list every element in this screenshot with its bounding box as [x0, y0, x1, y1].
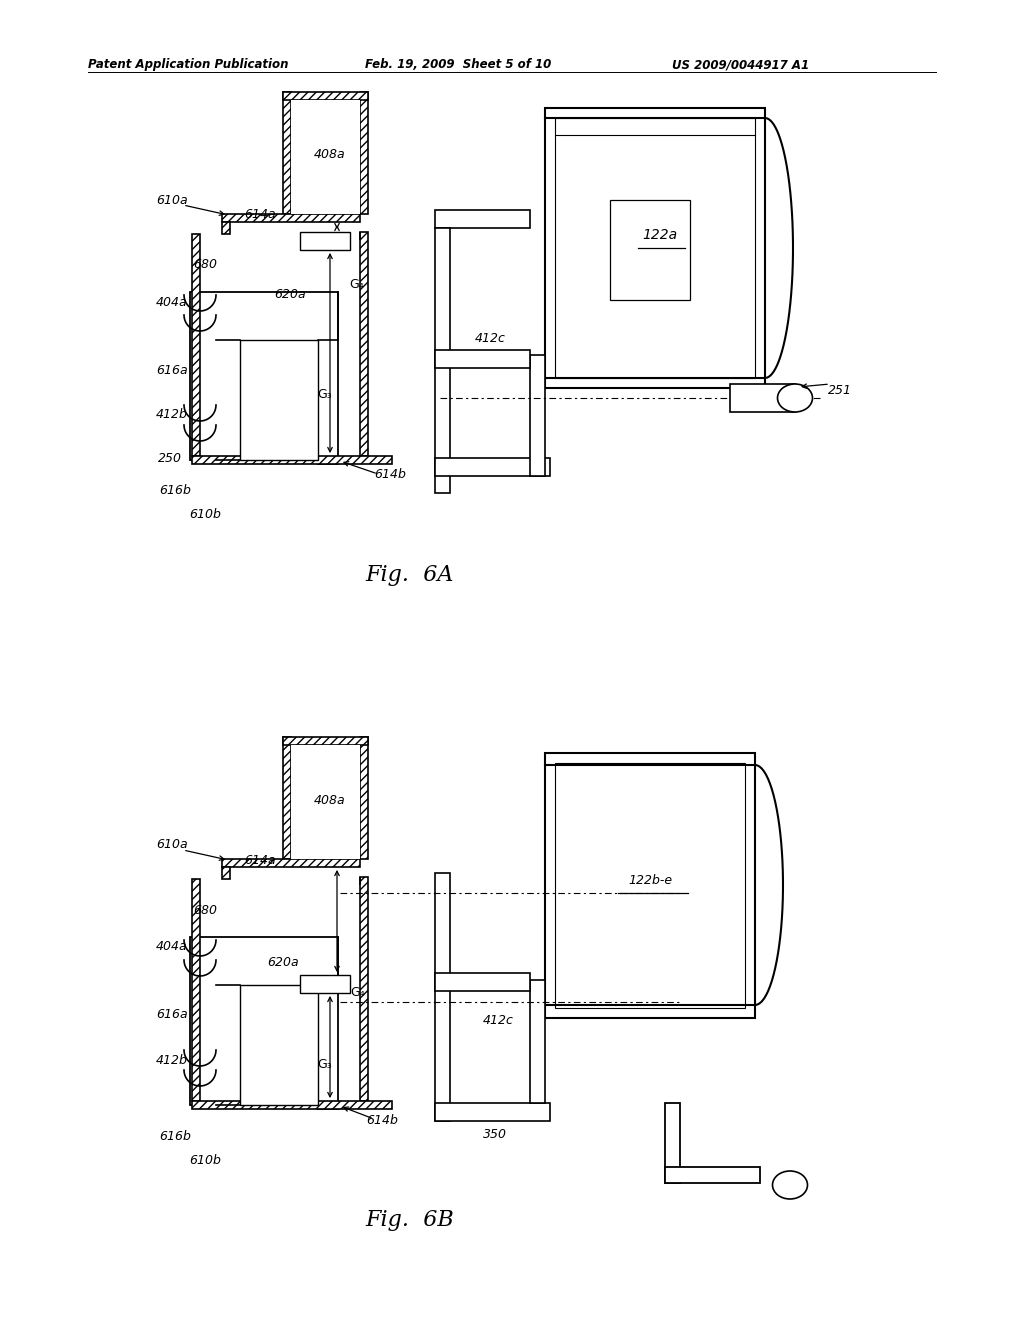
Bar — [545, 752, 755, 1018]
Bar — [435, 458, 550, 477]
Text: US 2009/0044917 A1: US 2009/0044917 A1 — [672, 58, 809, 71]
Bar — [730, 384, 795, 412]
Bar — [283, 737, 368, 744]
Bar — [190, 292, 338, 459]
Bar — [555, 117, 755, 378]
Text: G₄: G₄ — [350, 986, 366, 999]
Text: 251: 251 — [828, 384, 852, 396]
Bar — [300, 975, 350, 993]
Text: 614b: 614b — [366, 1114, 398, 1126]
Text: 122b-e: 122b-e — [628, 874, 672, 887]
Text: Fig.  6B: Fig. 6B — [366, 1209, 455, 1232]
Bar — [435, 210, 530, 228]
Bar — [300, 232, 350, 249]
Text: 610a: 610a — [157, 838, 187, 851]
Bar — [360, 232, 368, 455]
Text: 408a: 408a — [314, 149, 346, 161]
Bar — [222, 222, 230, 234]
Bar — [665, 1104, 680, 1183]
Bar — [283, 92, 291, 214]
Bar — [240, 341, 318, 459]
Bar — [222, 867, 230, 879]
Bar — [283, 92, 368, 100]
Text: 614b: 614b — [374, 469, 406, 482]
Text: 614a: 614a — [244, 854, 275, 866]
Bar — [665, 1167, 760, 1183]
Ellipse shape — [772, 1171, 808, 1199]
Text: G₃: G₃ — [317, 388, 333, 401]
Text: 412c: 412c — [482, 1014, 513, 1027]
Text: 616b: 616b — [159, 1130, 190, 1143]
Bar — [555, 763, 745, 1008]
Bar — [291, 100, 360, 214]
Bar — [360, 92, 368, 214]
Bar — [240, 985, 318, 1105]
Text: 620a: 620a — [274, 289, 306, 301]
Bar — [530, 355, 545, 477]
Text: 412b: 412b — [156, 1053, 188, 1067]
Bar — [530, 979, 545, 1104]
Text: 616a: 616a — [157, 363, 187, 376]
Bar — [222, 859, 360, 867]
Text: 680: 680 — [193, 259, 217, 272]
Ellipse shape — [777, 384, 812, 412]
Text: 616a: 616a — [157, 1008, 187, 1022]
Text: 412c: 412c — [474, 331, 506, 345]
Text: Feb. 19, 2009  Sheet 5 of 10: Feb. 19, 2009 Sheet 5 of 10 — [365, 58, 551, 71]
Text: Fig.  6A: Fig. 6A — [366, 564, 455, 586]
Text: 616b: 616b — [159, 483, 190, 496]
Text: 680: 680 — [193, 903, 217, 916]
Text: Patent Application Publication: Patent Application Publication — [88, 58, 289, 71]
Bar — [193, 1101, 392, 1109]
Bar — [190, 937, 338, 1105]
Text: 610b: 610b — [189, 1154, 221, 1167]
Bar — [545, 108, 765, 388]
Bar — [222, 214, 360, 222]
Bar — [193, 234, 200, 455]
Bar — [193, 455, 392, 465]
Text: 404a: 404a — [157, 940, 187, 953]
Text: 412b: 412b — [156, 408, 188, 421]
Bar — [283, 737, 291, 859]
Text: 404a: 404a — [157, 296, 187, 309]
Bar — [610, 201, 690, 300]
Bar — [360, 876, 368, 1101]
Text: 620a: 620a — [267, 957, 299, 969]
Bar — [435, 350, 530, 368]
Text: 610b: 610b — [189, 508, 221, 521]
Text: 614a: 614a — [244, 209, 275, 222]
Bar — [435, 228, 450, 492]
Bar — [360, 737, 368, 859]
Text: 610a: 610a — [157, 194, 187, 206]
Text: G₃: G₃ — [317, 1059, 333, 1072]
Text: 350: 350 — [483, 1129, 507, 1142]
Bar — [435, 1104, 550, 1121]
Bar — [435, 973, 530, 991]
Bar — [193, 879, 200, 1101]
Text: 408a: 408a — [314, 793, 346, 807]
Text: 122a: 122a — [642, 228, 678, 242]
Bar — [291, 744, 360, 859]
Text: 250: 250 — [158, 451, 182, 465]
Text: G₄: G₄ — [349, 279, 365, 292]
Bar — [435, 873, 450, 1121]
